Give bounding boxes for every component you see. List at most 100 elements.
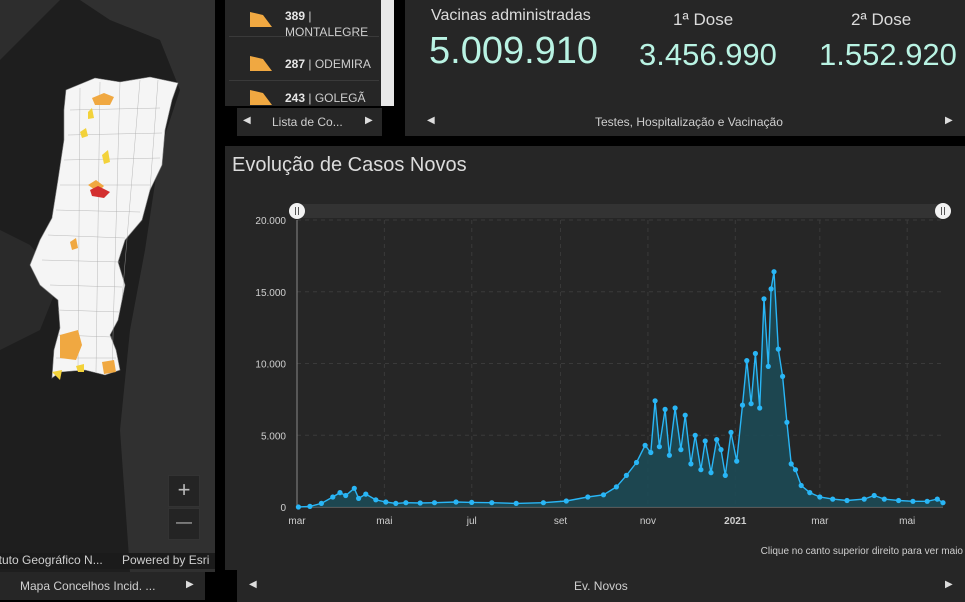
data-point [896, 497, 902, 504]
data-point [881, 496, 887, 502]
data-point [431, 500, 438, 506]
data-point [678, 447, 684, 453]
data-point [453, 499, 459, 505]
prev-arrow-icon[interactable]: ◀ [249, 579, 257, 590]
x-tick-label: jul [466, 516, 477, 527]
data-point [363, 491, 369, 497]
y-tick-label: 5.000 [261, 431, 286, 442]
data-point [623, 472, 629, 478]
list-scrollbar[interactable] [381, 0, 394, 106]
series-line [298, 271, 944, 508]
data-point [788, 461, 794, 467]
data-point [761, 296, 767, 302]
list-panel: 389 | MONTALEGRE 287 | ODEMIRA 243 | GOLE… [225, 0, 393, 106]
data-point [844, 497, 850, 504]
list-item[interactable]: 243 | GOLEGÃ [229, 80, 379, 106]
list-item-value: 287 [285, 57, 306, 71]
data-point [748, 401, 754, 407]
list-item-value: 389 [285, 9, 306, 23]
data-point [356, 495, 362, 501]
data-point [744, 358, 750, 364]
list-item[interactable]: 389 | MONTALEGRE [229, 2, 379, 39]
data-point [688, 461, 694, 467]
trapezoid-icon [250, 90, 272, 105]
data-point [393, 500, 399, 506]
y-tick-label: 15.000 [255, 288, 286, 299]
data-point [718, 447, 724, 453]
prev-arrow-icon[interactable]: ◀ [243, 115, 251, 126]
data-point [934, 496, 940, 502]
map-panel[interactable]: + — ituto Geográfico N... Powered by Esr… [0, 0, 215, 572]
next-arrow-icon[interactable]: ▶ [945, 115, 953, 126]
data-point [662, 406, 668, 412]
data-point [682, 412, 688, 418]
chart-footer: ◀ Ev. Novos ▶ [237, 570, 965, 602]
data-point [771, 269, 777, 275]
list-footer: ◀ Lista de Co... ▶ [237, 108, 382, 136]
prev-arrow-icon[interactable]: ◀ [427, 115, 435, 126]
data-point [807, 490, 813, 496]
trapezoid-icon [250, 56, 272, 71]
range-handle-left[interactable] [289, 203, 305, 219]
list-item-name: ODEMIRA [314, 57, 371, 71]
data-point [757, 405, 763, 411]
data-point [351, 485, 357, 491]
vaccination-footer: ◀ Testes, Hospitalização e Vacinação ▶ [405, 108, 965, 136]
portugal-outline [29, 76, 179, 379]
map-footer-label: Mapa Concelhos Incid. ... [20, 579, 156, 593]
zoom-in-button[interactable]: + [168, 475, 200, 507]
map-attribution: ituto Geográfico N... Powered by Esri [0, 553, 215, 569]
data-point [633, 459, 640, 466]
data-point [792, 467, 799, 473]
x-tick-label: mar [811, 516, 829, 527]
attribution-source: ituto Geográfico N... [0, 553, 103, 567]
data-point [642, 442, 648, 448]
data-point [702, 438, 708, 444]
data-point [656, 444, 662, 450]
data-point [318, 500, 324, 506]
dose2-value: 1.552.920 [819, 37, 957, 72]
data-point [403, 500, 409, 506]
vaccination-panel: Vacinas administradas 5.009.910 1ª Dose … [405, 0, 965, 136]
data-point [698, 467, 704, 473]
data-point [540, 500, 546, 506]
data-point [739, 402, 746, 408]
data-point [871, 492, 877, 499]
next-arrow-icon[interactable]: ▶ [365, 115, 373, 126]
highlight-montalegre [92, 93, 114, 105]
map-footer: Mapa Concelhos Incid. ... ▶ [0, 572, 205, 600]
range-handle-right[interactable] [935, 203, 951, 219]
data-point [417, 500, 423, 506]
range-slider-track [297, 204, 943, 218]
portugal-map[interactable] [0, 0, 215, 572]
data-point [692, 432, 698, 438]
data-point [798, 482, 804, 489]
next-arrow-icon[interactable]: ▶ [945, 579, 953, 590]
x-tick-label: nov [640, 516, 656, 527]
vaccination-footer-label: Testes, Hospitalização e Vacinação [595, 115, 783, 129]
x-tick-label: mai [376, 516, 392, 527]
dose2-label: 2ª Dose [851, 10, 912, 29]
data-point [780, 373, 786, 379]
list-item[interactable]: 287 | ODEMIRA [229, 46, 379, 81]
attribution-esri[interactable]: Powered by Esri [122, 553, 210, 567]
data-point [775, 346, 781, 352]
data-point [765, 363, 771, 369]
highlight-odemira [60, 330, 82, 360]
data-point [666, 452, 672, 458]
data-point [861, 496, 867, 502]
data-point [600, 492, 607, 498]
trapezoid-icon [250, 12, 272, 27]
data-point [734, 458, 740, 464]
cases-chart[interactable]: 0 5.000 10.000 15.000 20.000 mar mai jul set nov 2… [225, 146, 965, 570]
zoom-out-button[interactable]: — [168, 508, 200, 540]
data-point [383, 499, 389, 505]
chart-panel: Evolução de Casos Novos 0 5.000 10.000 15.0… [225, 146, 965, 570]
data-point [613, 484, 619, 490]
next-arrow-icon[interactable]: ▶ [186, 579, 194, 590]
y-tick-label: 20.000 [255, 216, 286, 227]
x-tick-label: mai [899, 516, 915, 527]
list-item-name: MONTALEGRE [285, 25, 369, 39]
y-tick-label: 0 [280, 503, 286, 514]
data-point [817, 494, 823, 500]
